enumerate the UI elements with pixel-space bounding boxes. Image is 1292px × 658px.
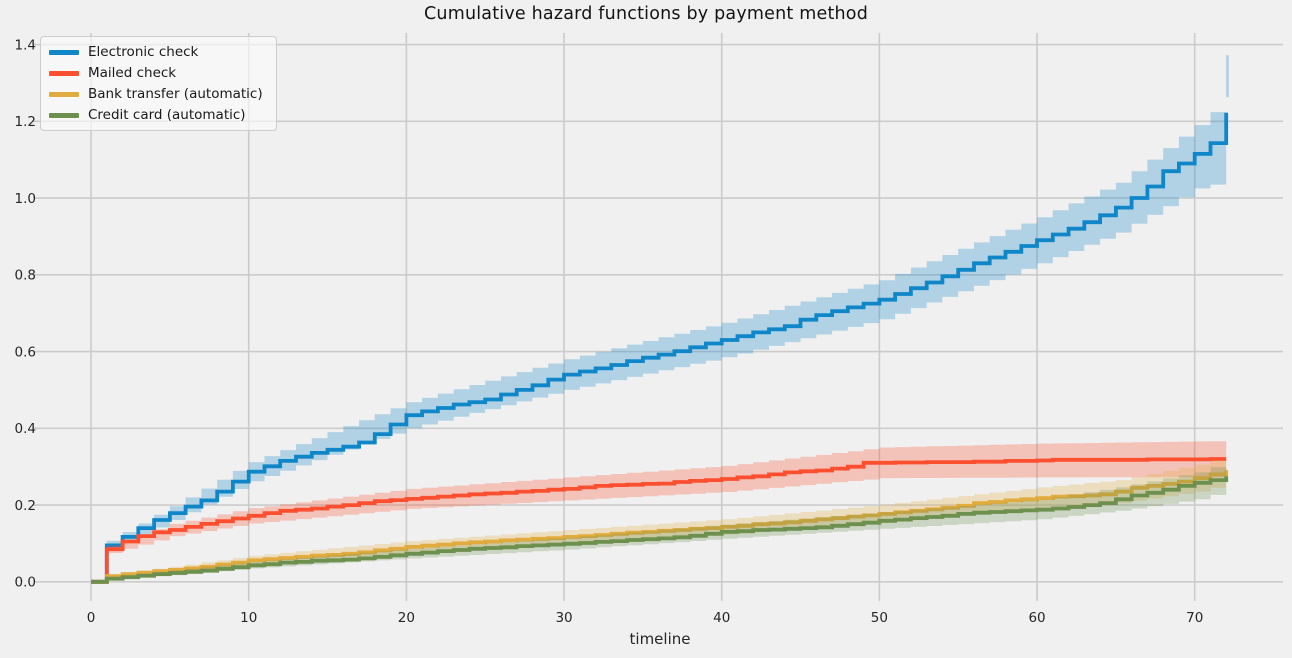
series-line xyxy=(91,476,1229,584)
y-tick-label: 0.8 xyxy=(15,268,36,284)
y-tick-label: 0.6 xyxy=(15,344,36,360)
x-tick-label: 30 xyxy=(555,610,572,626)
y-tick-label: 1.4 xyxy=(15,37,36,53)
legend-label: Bank transfer (automatic) xyxy=(88,86,263,102)
legend-label: Credit card (automatic) xyxy=(88,107,246,123)
confidence-band xyxy=(91,97,1227,582)
x-tick-label: 0 xyxy=(87,610,96,626)
legend-label: Electronic check xyxy=(88,44,199,60)
legend-item-electronic-check: Electronic check xyxy=(49,44,263,60)
x-tick-label: 70 xyxy=(1186,610,1203,626)
x-tick-label: 50 xyxy=(871,610,888,626)
y-tick-label: 0.0 xyxy=(15,575,36,591)
legend-swatch xyxy=(49,49,79,55)
chart-title: Cumulative hazard functions by payment m… xyxy=(423,4,869,24)
legend-swatch xyxy=(49,70,79,76)
x-axis-label: timeline xyxy=(629,630,691,648)
legend-label: Mailed check xyxy=(88,65,177,81)
x-tick-label: 10 xyxy=(240,610,257,626)
y-tick-label: 0.2 xyxy=(15,498,36,514)
x-tick-label: 20 xyxy=(398,610,415,626)
legend-swatch xyxy=(49,112,79,118)
legend-item-credit-card-automatic: Credit card (automatic) xyxy=(49,107,263,123)
legend: Electronic check Mailed check Bank transfe… xyxy=(40,36,277,131)
y-tick-label: 0.4 xyxy=(15,421,36,437)
legend-swatch xyxy=(49,91,79,97)
y-tick-label: 1.0 xyxy=(15,191,36,207)
confidence-band xyxy=(91,462,1227,582)
legend-item-mailed-check: Mailed check xyxy=(49,65,263,81)
series-line xyxy=(91,470,1229,584)
y-tick-label: 1.2 xyxy=(15,114,36,130)
series-line xyxy=(91,112,1229,584)
legend-item-bank-transfer-automatic: Bank transfer (automatic) xyxy=(49,86,263,102)
confidence-band xyxy=(91,441,1227,582)
x-tick-label: 40 xyxy=(713,610,730,626)
x-tick-label: 60 xyxy=(1028,610,1045,626)
series-line xyxy=(91,457,1227,584)
